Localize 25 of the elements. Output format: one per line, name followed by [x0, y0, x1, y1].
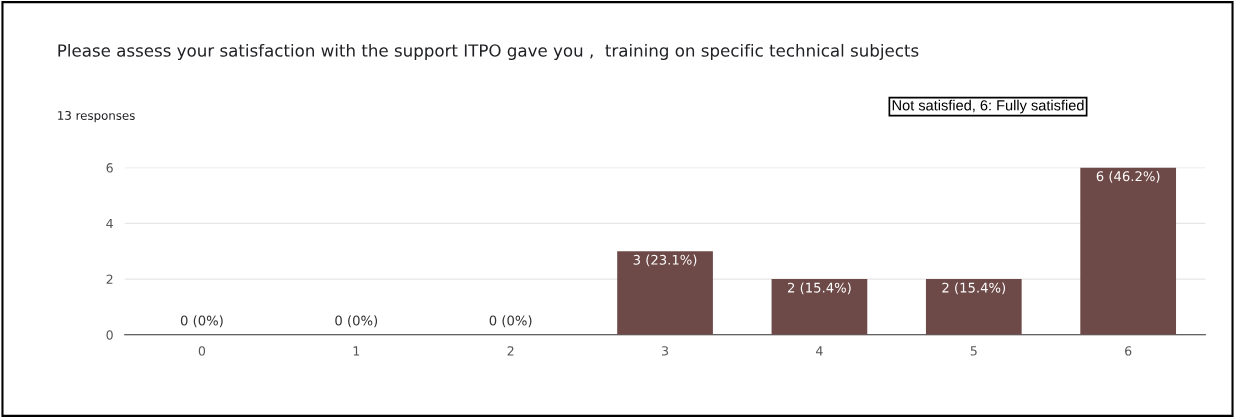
- y-tick-label: 6: [106, 163, 113, 173]
- x-tick-label: 6: [1125, 346, 1132, 356]
- bar: [925, 279, 1022, 335]
- x-tick-label: 5: [970, 346, 977, 356]
- y-tick-label: 0: [106, 330, 113, 340]
- x-tick-label: 3: [662, 346, 669, 356]
- x-tick-label: 2: [507, 346, 514, 356]
- data-label: 0 (0%): [180, 315, 223, 328]
- data-label: 2 (15.4%): [787, 282, 851, 295]
- chart-title: Please assess your satisfaction with the support ITPO gave you , training on specific technical subjects: [58, 43, 919, 61]
- data-label: 3 (23.1%): [633, 254, 697, 267]
- y-tick-label: 2: [106, 274, 113, 284]
- text: Not satisfied, 6: Fully satisfied: [892, 99, 1084, 114]
- data-label: 0 (0%): [489, 315, 532, 328]
- data-label: 0 (0%): [335, 315, 378, 328]
- chart-subtitle: 13 responses: [58, 110, 135, 123]
- bar: [1080, 167, 1177, 335]
- bar: [617, 251, 713, 335]
- x-tick-label: 0: [198, 346, 206, 356]
- bar: [771, 279, 868, 335]
- data-label: 6 (46.2%): [1096, 170, 1160, 183]
- data-label: 2 (15.4%): [942, 282, 1006, 295]
- y-tick-label: 4: [106, 218, 113, 229]
- x-tick-label: 4: [816, 346, 823, 356]
- x-tick-label: 1: [353, 346, 360, 356]
